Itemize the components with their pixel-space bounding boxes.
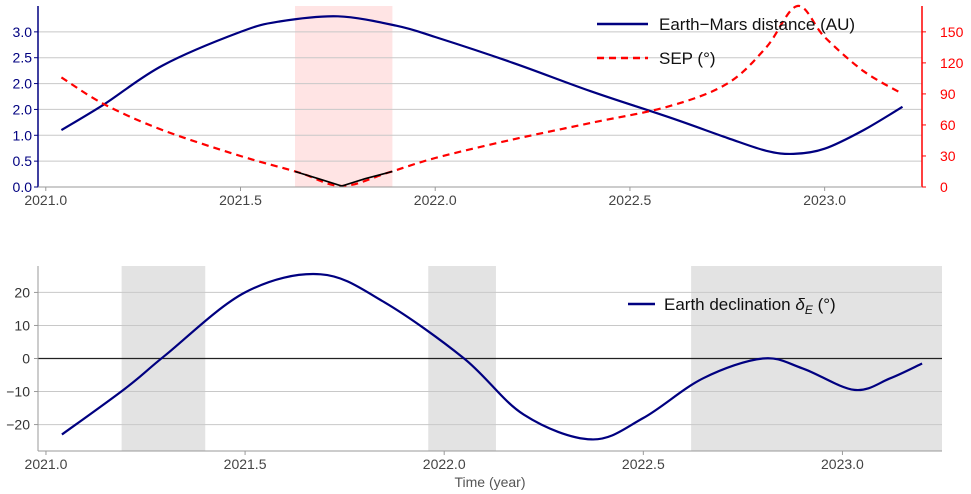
top-y-left-tick-label-5: 2.5 [13, 50, 33, 66]
top-y-left-tick-label-6: 3.0 [13, 24, 33, 40]
top-axes [34, 6, 926, 191]
top-y-right-tick-label-5: 150 [940, 24, 964, 40]
bottom-x-tick-label-0: 2021.0 [25, 456, 68, 472]
legend-label-distance: Earth−Mars distance (AU) [659, 15, 855, 34]
legend-label-declination: Earth declination δE (°) [664, 295, 836, 317]
bottom-legend: Earth declination δE (°) [628, 295, 836, 317]
top-gridlines [38, 31, 922, 162]
top-legend: Earth−Mars distance (AU) SEP (°) [597, 15, 855, 68]
top-x-tick-label-0: 2021.0 [24, 192, 67, 208]
top-y-right-tick-label-0: 0 [940, 179, 948, 195]
bottom-axes [34, 266, 942, 455]
bottom-y-tick-label-3: 10 [14, 317, 30, 333]
top-y-right-tick-label-2: 60 [940, 117, 956, 133]
series-line-distance [60, 15, 904, 156]
top-y-left-tick-label-2: 1.0 [13, 127, 33, 143]
bottom-series-group [61, 272, 923, 441]
bottom-y-tick-label-2: 0 [22, 351, 30, 367]
bottom-x-axis-title: Time (year) [454, 474, 525, 490]
bottom-y-tick-label-1: −10 [6, 384, 30, 400]
top-y-left-tick-label-1: 0.5 [13, 153, 33, 169]
top-y-left-tick-label-0: 0.0 [13, 179, 33, 195]
series-line-declination [61, 272, 923, 441]
top-x-tick-label-3: 2022.5 [609, 192, 652, 208]
bottom-x-tick-label-1: 2021.5 [224, 456, 267, 472]
top-tick-labels: 2021.0 2021.5 2022.0 2022.5 2023.0 0.0 0.5 1.0 2… [13, 24, 964, 208]
bottom-x-tick-label-2: 2022.0 [423, 456, 466, 472]
bottom-x-tick-label-3: 2022.5 [622, 456, 665, 472]
top-y-left-tick-label-4: 2.0 [13, 76, 33, 92]
top-y-left-tick-label-3: 2.0 [13, 101, 33, 117]
top-shaded-region [295, 6, 393, 187]
top-x-tick-label-4: 2023.0 [803, 192, 846, 208]
legend-declination-unit: (°) [813, 295, 836, 314]
top-shade-band-0 [295, 6, 393, 187]
bottom-x-tick-label-4: 2023.0 [821, 456, 864, 472]
top-y-right-tick-label-3: 90 [940, 86, 956, 102]
legend-label-sep: SEP (°) [659, 49, 716, 68]
bottom-y-tick-label-0: −20 [6, 417, 30, 433]
legend-declination-prefix: Earth declination [664, 295, 795, 314]
sep-minimum-highlight [294, 170, 393, 187]
legend-declination-subscript: E [805, 303, 814, 317]
top-x-tick-label-2: 2022.0 [414, 192, 457, 208]
legend-declination-symbol: δ [795, 295, 805, 314]
top-y-right-tick-label-1: 30 [940, 148, 956, 164]
top-x-tick-label-1: 2021.5 [219, 192, 262, 208]
top-y-right-tick-label-4: 120 [940, 55, 964, 71]
bottom-gridlines [38, 291, 942, 426]
top-series-group [60, 4, 904, 188]
series-line-sep [60, 4, 904, 188]
bottom-y-tick-label-4: 20 [14, 284, 30, 300]
bottom-tick-labels: 2021.0 2021.5 2022.0 2022.5 2023.0 −20 −10 0 10 2… [6, 284, 864, 472]
